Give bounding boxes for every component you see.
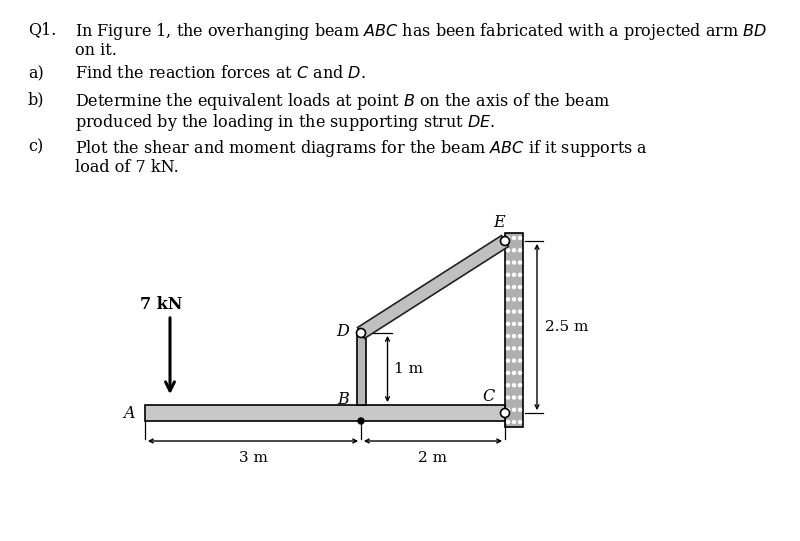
Text: Determine the equivalent loads at point $\mathit{B}$ on the axis of the beam: Determine the equivalent loads at point … [75, 91, 610, 112]
Text: Find the reaction forces at $\mathit{C}$ and $\mathit{D}$.: Find the reaction forces at $\mathit{C}$… [75, 65, 366, 82]
Text: E: E [493, 214, 505, 231]
Text: C: C [482, 388, 495, 405]
Bar [145, 405, 505, 421]
Circle shape [513, 322, 515, 325]
Circle shape [518, 359, 522, 362]
Circle shape [518, 298, 522, 301]
Circle shape [357, 328, 366, 338]
Circle shape [513, 372, 515, 374]
Text: produced by the loading in the supporting strut $\mathit{DE}$.: produced by the loading in the supportin… [75, 112, 495, 133]
Circle shape [513, 261, 515, 264]
Bar [505, 233, 523, 427]
Circle shape [506, 322, 510, 325]
Circle shape [513, 236, 515, 240]
Circle shape [513, 310, 515, 313]
Circle shape [513, 249, 515, 252]
Text: Plot the shear and moment diagrams for the beam $\mathit{ABC}$ if it supports a: Plot the shear and moment diagrams for t… [75, 138, 648, 159]
Circle shape [506, 335, 510, 338]
Circle shape [518, 372, 522, 374]
Text: A: A [123, 405, 135, 421]
Text: 2.5 m: 2.5 m [545, 320, 588, 334]
Circle shape [518, 286, 522, 288]
Circle shape [518, 322, 522, 325]
Circle shape [518, 384, 522, 387]
Text: a): a) [28, 65, 44, 82]
Text: D: D [336, 322, 349, 340]
Circle shape [506, 408, 510, 411]
Circle shape [506, 236, 510, 240]
Circle shape [506, 298, 510, 301]
Circle shape [513, 347, 515, 350]
Circle shape [506, 359, 510, 362]
Circle shape [513, 384, 515, 387]
Text: load of 7 kN.: load of 7 kN. [75, 159, 178, 176]
Polygon shape [358, 235, 509, 339]
Circle shape [513, 286, 515, 288]
Text: In Figure 1, the overhanging beam $\mathit{ABC}$ has been fabricated with a proj: In Figure 1, the overhanging beam $\math… [75, 21, 767, 42]
Text: B: B [338, 391, 349, 408]
Bar [357, 333, 366, 405]
Circle shape [518, 273, 522, 276]
Circle shape [506, 273, 510, 276]
Circle shape [513, 335, 515, 338]
Text: 1 m: 1 m [394, 362, 422, 376]
Circle shape [513, 359, 515, 362]
Circle shape [513, 408, 515, 411]
Circle shape [506, 249, 510, 252]
Circle shape [518, 249, 522, 252]
Circle shape [518, 420, 522, 424]
Circle shape [513, 298, 515, 301]
Text: Q1.: Q1. [28, 21, 56, 38]
Circle shape [358, 418, 364, 424]
Circle shape [506, 384, 510, 387]
Circle shape [518, 236, 522, 240]
Circle shape [506, 420, 510, 424]
Text: c): c) [28, 138, 43, 155]
Text: 3 m: 3 m [238, 451, 267, 465]
Text: b): b) [28, 91, 45, 108]
Circle shape [506, 372, 510, 374]
Circle shape [513, 273, 515, 276]
Circle shape [518, 347, 522, 350]
Circle shape [506, 286, 510, 288]
Text: on it.: on it. [75, 42, 117, 59]
Circle shape [506, 261, 510, 264]
Circle shape [518, 396, 522, 399]
Circle shape [518, 335, 522, 338]
Circle shape [506, 310, 510, 313]
Circle shape [518, 310, 522, 313]
Text: 7 kN: 7 kN [140, 296, 182, 313]
Circle shape [506, 347, 510, 350]
Circle shape [513, 396, 515, 399]
Circle shape [518, 408, 522, 411]
Circle shape [506, 396, 510, 399]
Circle shape [501, 236, 510, 246]
Circle shape [518, 261, 522, 264]
Text: 2 m: 2 m [418, 451, 447, 465]
Circle shape [501, 408, 510, 418]
Circle shape [513, 420, 515, 424]
